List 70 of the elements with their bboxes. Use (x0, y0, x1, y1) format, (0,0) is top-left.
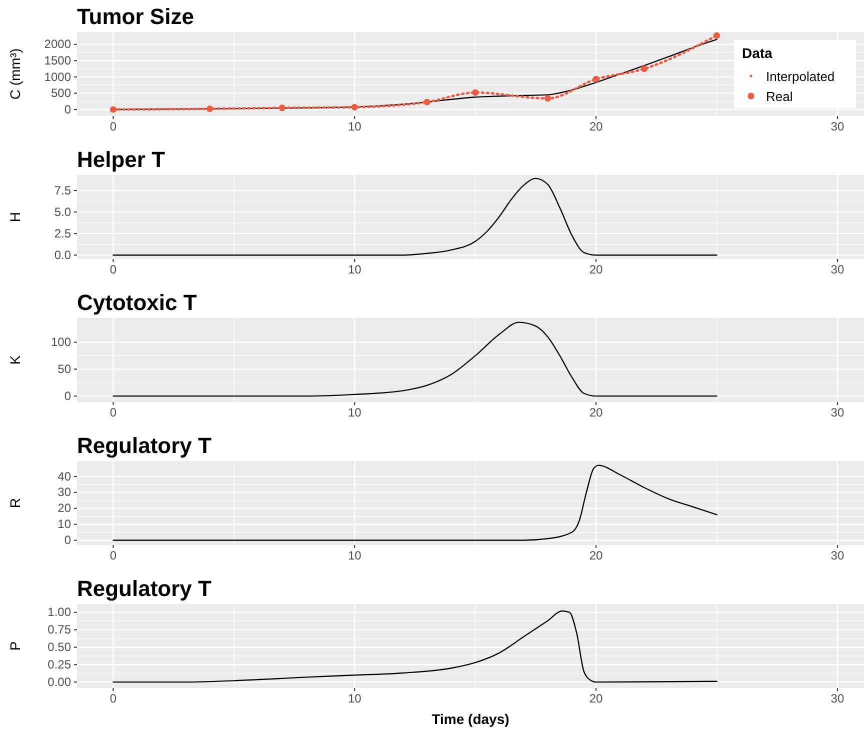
point (544, 95, 552, 102)
y-tick-label: 1500 (44, 53, 72, 68)
y-axis-title: H (7, 212, 23, 222)
x-tick-label: 10 (348, 692, 362, 706)
y-tick-label: 0 (64, 102, 72, 116)
point (278, 104, 286, 112)
x-tick-label: 30 (830, 548, 844, 563)
x-tick-label: 20 (589, 120, 604, 134)
x-tick-label: 20 (589, 692, 604, 706)
x-tick-label: 10 (348, 548, 362, 563)
line-series (112, 464, 718, 541)
x-tick-label: 30 (830, 406, 844, 420)
point (592, 76, 600, 83)
point (424, 98, 430, 106)
x-tick-label: 0 (110, 262, 117, 277)
point (351, 104, 358, 111)
x-tick-label: 20 (589, 548, 604, 563)
y-tick-label: 0.25 (48, 657, 72, 672)
y-tick-label: 500 (50, 86, 72, 100)
legend-title: Data (742, 45, 773, 61)
x-tick-label: 30 (830, 262, 844, 277)
y-tick-label: 1000 (44, 70, 72, 84)
x-axis-title: Time (days) (432, 711, 510, 727)
y-tick-label: 0.75 (48, 622, 72, 637)
point (713, 32, 720, 39)
line-series (112, 322, 718, 397)
x-tick-label: 0 (110, 406, 117, 420)
point (472, 89, 479, 96)
y-axis-title: C (mm³) (7, 48, 23, 100)
x-tick-label: 10 (348, 262, 362, 277)
y-axis-title: K (7, 354, 23, 365)
legend-label: Real (766, 89, 793, 104)
y-tick-label: 50 (58, 362, 72, 376)
y-tick-label: 30 (58, 485, 72, 500)
chart-title: Helper T (77, 147, 166, 172)
line-series (112, 178, 718, 256)
x-tick-label: 30 (830, 692, 844, 706)
y-tick-label: 10 (58, 517, 72, 532)
x-tick-label: 0 (110, 120, 117, 134)
x-tick-label: 10 (348, 120, 362, 134)
text: Interpolated (766, 69, 835, 84)
chart-title: Regulatory T (77, 576, 212, 601)
y-tick-label: 2000 (44, 37, 72, 52)
y-tick-label: 2.5 (54, 226, 72, 240)
x-tick-label: 0 (110, 692, 117, 706)
chart-title: Cytotoxic T (77, 290, 198, 315)
y-tick-label: 40 (58, 469, 72, 484)
y-tick-label: 7.5 (54, 183, 72, 198)
x-tick-label: 20 (589, 406, 604, 420)
x-tick-label: 30 (830, 120, 844, 134)
point (641, 65, 648, 72)
y-tick-label: 20 (58, 501, 72, 516)
x-tick-label: 20 (589, 262, 604, 277)
y-axis-title: R (7, 498, 23, 508)
line-series (112, 610, 718, 683)
y-tick-label: 0.0 (54, 248, 72, 262)
chart-title: Tumor Size (77, 4, 194, 29)
y-tick-label: 1.00 (48, 605, 72, 620)
y-tick-label: 5.0 (54, 204, 72, 219)
y-tick-label: 0 (64, 388, 72, 403)
y-tick-label: 0.50 (48, 640, 72, 654)
y-tick-label: 0 (64, 533, 72, 548)
point (206, 106, 214, 112)
chart-title: Regulatory T (77, 433, 212, 458)
x-tick-label: 10 (348, 406, 362, 420)
x-tick-label: 0 (110, 548, 117, 563)
y-axis-title: P (7, 641, 23, 651)
y-tick-label: 0.00 (48, 674, 72, 689)
y-tick-label: 100 (50, 335, 72, 350)
point (110, 106, 117, 113)
